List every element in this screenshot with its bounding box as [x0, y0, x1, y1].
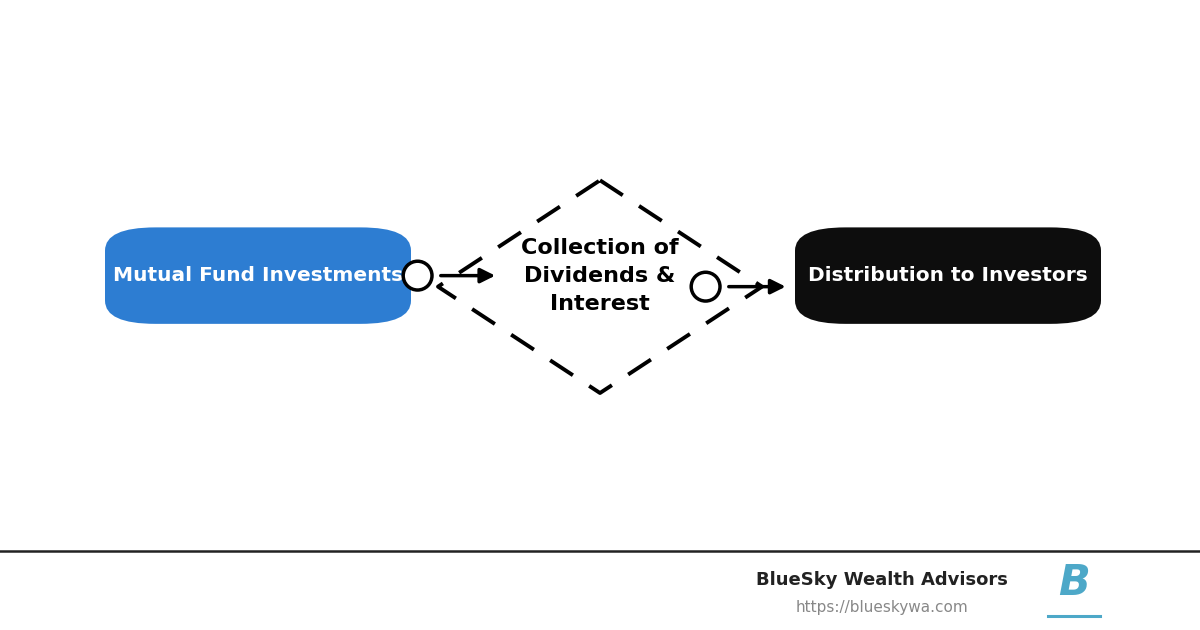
Text: Distribution to Investors: Distribution to Investors [808, 266, 1088, 285]
FancyBboxPatch shape [106, 227, 412, 324]
Text: Mutual Fund Investments: Mutual Fund Investments [113, 266, 403, 285]
Ellipse shape [691, 272, 720, 301]
Text: Collection of
Dividends &
Interest: Collection of Dividends & Interest [521, 238, 679, 314]
Ellipse shape [403, 261, 432, 290]
Polygon shape [438, 180, 762, 393]
Text: BlueSky Wealth Advisors: BlueSky Wealth Advisors [756, 571, 1008, 588]
Text: https://blueskywa.com: https://blueskywa.com [796, 600, 968, 616]
Text: B: B [1058, 562, 1090, 604]
FancyBboxPatch shape [796, 227, 1102, 324]
